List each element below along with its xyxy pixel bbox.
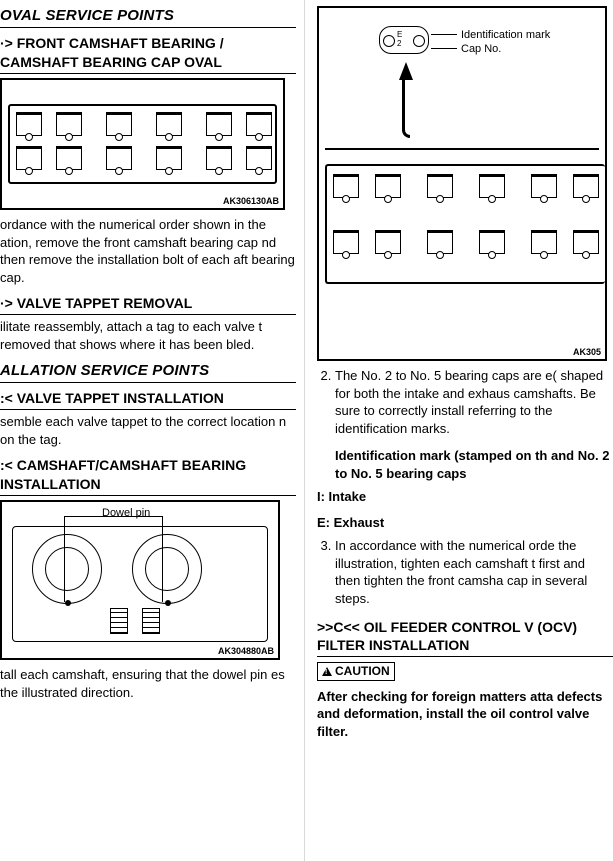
heading-tappet-install: :< VALVE TAPPET INSTALLATION [0, 389, 296, 410]
paragraph-removal: ordance with the numerical order shown i… [0, 216, 296, 286]
figure-dowel-pin: Dowel pin AK304880AB [0, 500, 280, 660]
figure-bearing-cap-id: E2 Identification mark Cap No. [317, 6, 607, 361]
heading-installation-service: ALLATION SERVICE POINTS [0, 361, 296, 383]
id-mark-note: Identification mark (stamped on th and N… [335, 447, 613, 482]
dowel-pin-label: Dowel pin [102, 506, 150, 521]
camshaft-end [32, 534, 102, 604]
cap-row [333, 174, 599, 202]
paragraph-camshaft-install: tall each camshaft, ensuring that the do… [0, 666, 296, 701]
paragraph-tappet-install: semble each valve tappet to the correct … [0, 413, 296, 448]
page: OVAL SERVICE POINTS ·> FRONT CAMSHAFT BE… [0, 0, 613, 861]
leader-line [431, 34, 457, 35]
cap-row [16, 112, 269, 140]
figure-code: AK306130AB [221, 195, 281, 207]
warning-icon [322, 667, 332, 676]
cap-row [333, 230, 599, 258]
leader-line [64, 516, 162, 517]
list-item: The No. 2 to No. 5 bearing caps are e( s… [335, 367, 613, 437]
heading-oval-service: OVAL SERVICE POINTS [0, 6, 296, 28]
key-exhaust: E: Exhaust [317, 514, 613, 532]
valve-spring-icon [110, 608, 128, 634]
figure-engine-removal: AK306130AB [0, 78, 285, 210]
right-column: E2 Identification mark Cap No. [305, 0, 613, 861]
engine-assembly [325, 148, 599, 348]
figure-code: AK305 [571, 346, 603, 358]
arrow-stem [402, 78, 410, 138]
leader-line [431, 48, 457, 49]
heading-ocv-filter: >>C<< OIL FEEDER CONTROL V (OCV) FILTER … [317, 618, 613, 658]
anno-id-mark: Identification mark [461, 28, 550, 43]
caution-label: CAUTION [335, 664, 390, 678]
figure-code: AK304880AB [216, 645, 276, 657]
cap-mark-text: E2 [397, 30, 402, 48]
list-item: In accordance with the numerical orde th… [335, 537, 613, 607]
heading-camshaft-install: :< CAMSHAFT/CAMSHAFT BEARING INSTALLATIO… [0, 456, 296, 496]
cap-row [16, 146, 269, 174]
valve-spring-icon [142, 608, 160, 634]
key-intake: I: Intake [317, 488, 613, 506]
caution-box: CAUTION [317, 662, 395, 680]
numbered-steps: The No. 2 to No. 5 bearing caps are e( s… [335, 367, 613, 437]
bearing-cap-icon [379, 26, 429, 54]
camshaft-end [132, 534, 202, 604]
paragraph-tappet-removal: ilitate reassembly, attach a tag to each… [0, 318, 296, 353]
heading-front-camshaft: ·> FRONT CAMSHAFT BEARING / CAMSHAFT BEA… [0, 34, 296, 74]
numbered-steps: In accordance with the numerical orde th… [335, 537, 613, 607]
heading-tappet-removal: ·> VALVE TAPPET REMOVAL [0, 294, 296, 315]
anno-cap-no: Cap No. [461, 42, 501, 57]
caution-text: After checking for foreign matters atta … [317, 688, 613, 741]
left-column: OVAL SERVICE POINTS ·> FRONT CAMSHAFT BE… [0, 0, 305, 861]
